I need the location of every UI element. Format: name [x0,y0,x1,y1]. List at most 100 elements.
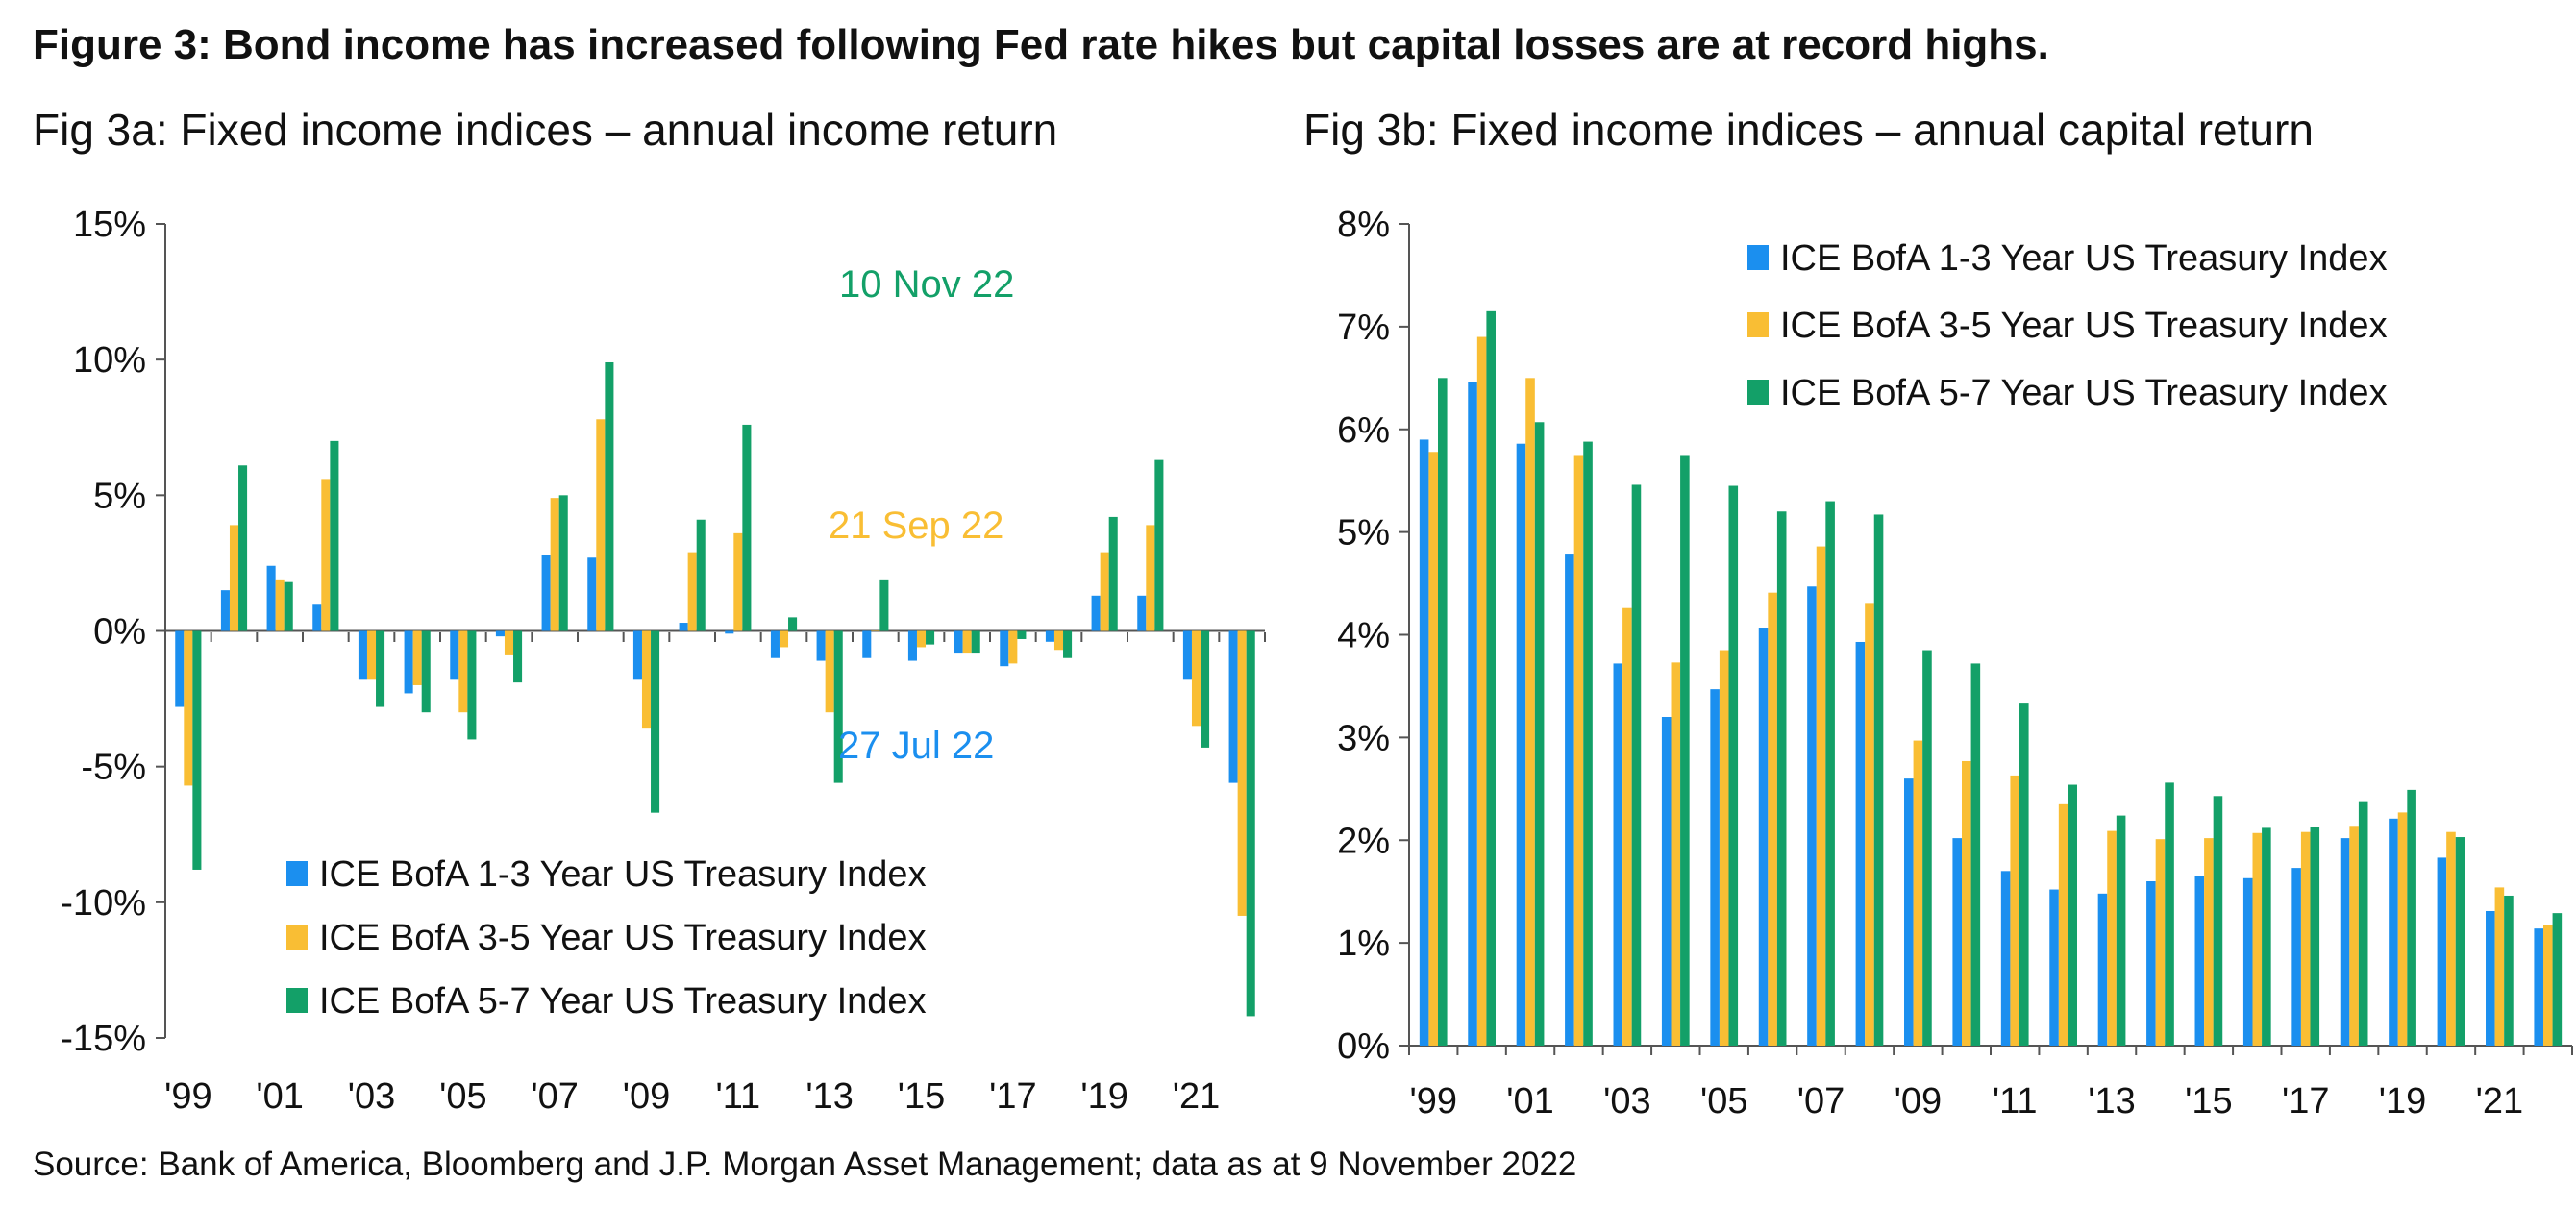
bar-3-'12 [2068,784,2077,1046]
y-tick-label: 7% [1337,308,1390,348]
x-tick-label: '15 [898,1076,946,1117]
bar-1-'21 [1182,630,1192,680]
bar-2-'09 [641,630,652,729]
bar-1-'09 [1904,778,1914,1047]
y-tick-label: 5% [93,476,146,516]
bar-3-'09 [651,630,660,813]
x-tick-label: '05 [439,1076,487,1117]
legend-swatch-1 [1747,245,1769,270]
bar-1-'02 [312,604,322,631]
x-tick-label: '03 [348,1076,396,1117]
bar-1-'19 [1091,595,1101,631]
bar-1-'22 [1228,630,1238,783]
chart-a-title: Fig 3a: Fixed income indices – annual in… [33,105,1058,155]
bar-1-'04 [404,630,413,694]
bar-2-'00 [229,525,239,631]
bar-1-'06 [495,630,505,637]
bar-2-'10 [687,552,697,631]
x-tick-label: '19 [1080,1076,1128,1117]
x-tick-label: '11 [1993,1081,2038,1122]
bar-1-'05 [450,630,459,680]
bar-3-'15 [926,630,935,645]
bar-3-'02 [330,440,339,631]
bar-3-'17 [1017,630,1027,639]
bar-3-'22 [2552,913,2563,1046]
bar-1-'99 [175,630,185,707]
bar-3-'19 [2407,789,2416,1046]
bar-3-'00 [238,465,248,631]
bar-3-'14 [2165,782,2174,1046]
bar-3-'11 [742,424,752,631]
bar-3-'14 [879,579,889,631]
x-tick-label: '13 [2088,1081,2136,1122]
bar-2-'14 [871,630,880,631]
bar-1-'18 [2340,838,2350,1046]
y-tick-label: -10% [61,883,146,924]
legend-swatch-2 [286,925,308,950]
annotation-1: 10 Nov 22 [839,263,1014,306]
bar-3-'10 [696,519,706,631]
legend-swatch-2 [1747,312,1769,337]
annotation-2: 21 Sep 22 [829,505,1003,547]
legend-label-1: ICE BofA 1-3 Year US Treasury Index [1780,238,2388,279]
y-tick-label: 2% [1337,821,1390,861]
bar-3-'07 [558,495,568,631]
x-tick-label: '21 [1173,1076,1221,1117]
bar-3-'15 [2213,796,2223,1046]
x-tick-label: '03 [1603,1081,1651,1122]
bar-2-'19 [2397,812,2408,1046]
y-tick-label: -15% [61,1019,146,1059]
bar-3-'16 [971,630,980,654]
x-tick-label: '09 [1895,1081,1943,1122]
bar-2-'03 [366,630,377,680]
bar-3-'12 [788,617,798,631]
bar-2-'14 [2155,839,2166,1046]
bar-1-'22 [2534,928,2543,1046]
bar-1-'04 [1661,717,1672,1046]
bar-2-'02 [1573,455,1584,1047]
bar-2-'01 [1525,378,1535,1046]
bar-2-'09 [1913,740,1923,1046]
y-tick-label: 1% [1337,924,1390,964]
bar-2-'15 [2204,838,2214,1046]
bar-3-'01 [284,581,293,631]
bar-3-'00 [1486,310,1496,1047]
bar-2-'08 [1865,603,1874,1046]
bar-1-'20 [1137,595,1147,631]
chart-b-title: Fig 3b: Fixed income indices – annual ca… [1303,105,2314,155]
bar-2-'18 [2349,826,2359,1046]
y-tick-label: 8% [1337,205,1390,245]
bar-1-'20 [2437,857,2447,1046]
y-tick-label: 15% [73,205,146,245]
bar-2-'22 [1237,630,1247,916]
y-tick-label: 5% [1337,513,1390,554]
bar-3-'99 [192,630,202,870]
bar-1-'00 [1468,382,1477,1047]
bar-1-'07 [1807,586,1817,1046]
bar-3-'09 [1922,650,1932,1046]
bar-2-'12 [2058,803,2068,1046]
bar-1-'06 [1758,628,1769,1046]
bar-2-'16 [962,630,972,654]
bar-1-'08 [587,557,597,631]
bar-2-'13 [2107,830,2117,1046]
bar-1-'03 [358,630,367,680]
bar-1-'01 [266,565,276,631]
bar-1-'16 [954,630,963,654]
bar-1-'15 [907,630,917,661]
bar-1-'21 [2486,910,2495,1046]
x-tick-label: '07 [1797,1081,1845,1122]
x-tick-label: '15 [2185,1081,2233,1122]
bar-2-'10 [1962,760,1971,1046]
bar-3-'21 [2504,895,2514,1046]
bar-1-'15 [2194,876,2205,1046]
legend-swatch-1 [286,861,308,886]
bar-2-'08 [596,419,606,631]
bar-3-'13 [2116,815,2126,1046]
bar-2-'11 [733,532,743,631]
bar-1-'11 [2000,871,2011,1046]
bar-2-'06 [1768,592,1777,1046]
bar-3-'19 [1108,516,1118,631]
bar-2-'99 [184,630,193,786]
bar-3-'20 [2455,837,2465,1046]
